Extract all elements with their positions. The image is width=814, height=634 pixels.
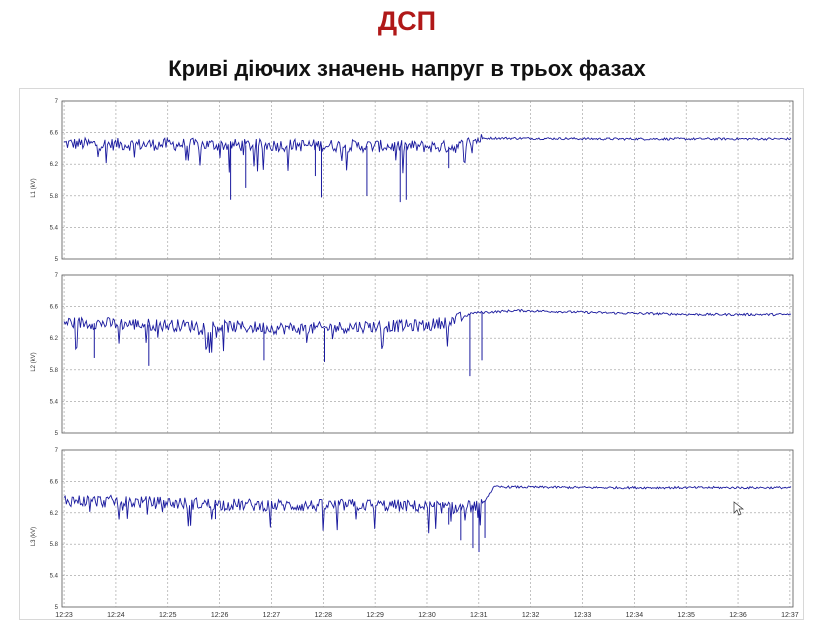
- y-tick-label: 6.6: [50, 131, 59, 137]
- y-tick-label: 5.4: [50, 574, 59, 580]
- slide-subtitle: Криві діючих значень напруг в трьох фаза…: [168, 56, 646, 81]
- y-tick-label: 6.2: [50, 511, 59, 517]
- x-tick-label: 12:32: [522, 612, 540, 619]
- x-tick-label: 12:27: [263, 612, 281, 619]
- x-tick-label: 12:25: [159, 612, 177, 619]
- series-line: [63, 308, 792, 353]
- y-tick-label: 5: [55, 257, 59, 263]
- x-tick-label: 12:33: [574, 612, 592, 619]
- x-tick-label: 12:23: [55, 612, 73, 619]
- series-line: [63, 134, 792, 174]
- y-tick-label: 5.4: [50, 225, 59, 231]
- chart-frame: 7 6.6 6.2 5.8 5.4 5 L1 (kV) 7 6.6 6.2 5.8 5.4 5 L2 (k…: [19, 88, 804, 620]
- chart-panel-3: 7 6.6 6.2 5.8 5.4 5 L3 (kV) 12:23 12:24 12:25 12:2…: [31, 448, 799, 619]
- y-tick-label: 7: [55, 448, 59, 454]
- x-tick-label: 12:34: [626, 612, 644, 619]
- x-tick-label: 12:24: [107, 612, 125, 619]
- series-line: [63, 485, 792, 534]
- plot-area: [61, 274, 794, 434]
- y-tick-label: 6.2: [50, 336, 59, 342]
- plot-area: [61, 100, 794, 260]
- x-tick-label: 12:37: [781, 612, 799, 619]
- plot-area: [61, 449, 794, 608]
- x-tick-label: 12:30: [418, 612, 436, 619]
- x-tick-label: 12:28: [315, 612, 333, 619]
- y-tick-label: 7: [55, 99, 59, 105]
- x-tick-label: 12:26: [211, 612, 229, 619]
- y-tick-label: 5: [55, 431, 59, 437]
- y-tick-label: 6.6: [50, 305, 59, 311]
- chart-panel-2: 7 6.6 6.2 5.8 5.4 5 L2 (kV): [31, 273, 794, 437]
- x-tick-label: 12:31: [470, 612, 488, 619]
- x-tick-label: 12:35: [677, 612, 695, 619]
- y-tick-label: 6.2: [50, 162, 59, 168]
- mouse-cursor-icon: [733, 501, 745, 516]
- y-tick-label: 5.4: [50, 399, 59, 405]
- y-tick-label: 7: [55, 273, 59, 279]
- chart-svg: 7 6.6 6.2 5.8 5.4 5 L1 (kV) 7 6.6 6.2 5.8 5.4 5 L2 (k…: [31, 99, 799, 619]
- y-tick-label: 5.8: [50, 368, 59, 374]
- y-tick-label: 5.8: [50, 194, 59, 200]
- y-axis-label: L2 (kV): [31, 352, 37, 371]
- chart-panel-1: 7 6.6 6.2 5.8 5.4 5 L1 (kV): [31, 99, 794, 263]
- y-axis-label: L3 (kV): [31, 527, 37, 546]
- y-tick-label: 6.6: [50, 479, 59, 485]
- slide-title: ДСП: [377, 6, 437, 36]
- y-tick-label: 5: [55, 605, 59, 611]
- x-tick-label: 12:36: [729, 612, 747, 619]
- y-axis-label: L1 (kV): [31, 178, 37, 197]
- y-tick-label: 5.8: [50, 542, 59, 548]
- x-tick-label: 12:29: [366, 612, 384, 619]
